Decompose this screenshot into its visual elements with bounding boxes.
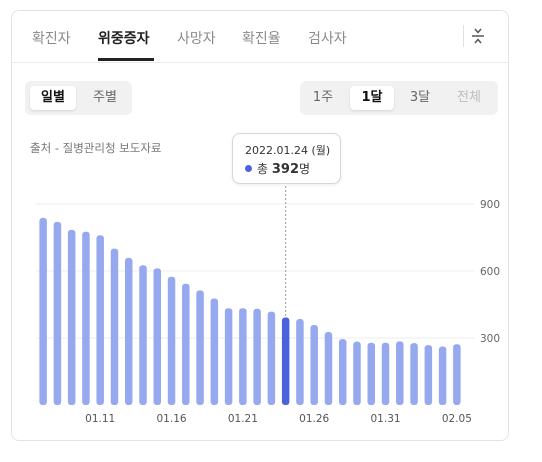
y-tick-label: 900 [480,199,500,211]
bar-01.22[interactable] [253,308,261,405]
bar-02.04[interactable] [438,346,447,405]
bar-01.09[interactable] [67,229,76,405]
category-tabs: 확진자 위중증자 사망자 확진율 검사자 [12,11,508,63]
tab-positivity-rate[interactable]: 확진율 [242,31,281,47]
bar-01.07[interactable] [39,217,47,405]
tooltip-unit: 명 [299,162,311,176]
bar-02.05[interactable] [453,344,461,405]
tab-tests[interactable]: 검사자 [308,31,347,47]
range-3month-button[interactable]: 3달 [409,90,431,105]
tab-critical[interactable]: 위중증자 [98,31,150,47]
chart-tooltip: 2022.01.24 (월) 총 392명 [232,133,341,184]
bar-01.21[interactable] [239,308,247,405]
range-1week-button[interactable]: 1주 [312,90,334,105]
bar-02.03[interactable] [424,345,433,405]
bar-01.18[interactable] [196,290,204,405]
bar-01.12[interactable] [110,248,119,405]
bar-01.15[interactable] [153,268,162,405]
y-tick-label: 600 [480,266,500,278]
x-tick-label: 01.21 [228,413,258,425]
range-1month-button[interactable]: 1달 [350,86,394,110]
daily-button[interactable]: 일별 [30,86,76,110]
bar-01.28[interactable] [338,339,347,405]
bar-01.16[interactable] [167,276,176,405]
bar-01.11[interactable] [96,235,104,405]
tabs-divider [463,25,464,47]
bar-01.20[interactable] [224,308,233,405]
y-tick-label: 300 [480,333,500,345]
bar-01.19[interactable] [210,298,219,405]
bar-01.25[interactable] [296,319,304,405]
tooltip-total-label: 총 [257,162,269,176]
tooltip-value: 총 392명 [257,160,310,177]
bar-01.13[interactable] [124,257,133,405]
x-tick-label: 01.11 [85,413,115,425]
bar-01.29[interactable] [353,341,361,405]
x-tick-label: 01.16 [157,413,187,425]
bar-01.17[interactable] [182,283,190,405]
bar-01.26[interactable] [310,325,318,405]
chart-card: 확진자 위중증자 사망자 확진율 검사자 일별 주별 1주 1달 3달 전체 출… [11,10,509,441]
bar-01.30[interactable] [367,342,376,405]
weekly-button[interactable]: 주별 [93,90,117,105]
tab-confirmed[interactable]: 확진자 [32,31,71,47]
x-tick-label: 01.26 [299,413,329,425]
bar-01.23[interactable] [267,311,276,405]
tooltip-date: 2022.01.24 (월) [245,144,331,157]
period-toggle: 일별 주별 [25,81,132,115]
x-tick-label: 02.05 [442,413,472,425]
source-label: 출처 - 질병관리청 보도자료 [30,141,162,155]
active-tab-indicator [98,58,154,61]
tooltip-number: 392 [271,162,300,177]
bar-02.01[interactable] [396,341,404,405]
tab-deaths[interactable]: 사망자 [177,31,216,47]
expand-collapse-icon[interactable] [467,25,489,47]
bar-01.31[interactable] [381,342,390,405]
bar-01.08[interactable] [53,221,62,405]
range-toggle: 1주 1달 3달 전체 [300,81,498,115]
bar-01.27[interactable] [324,331,333,405]
range-all-button[interactable]: 전체 [457,90,481,105]
bar-01.24[interactable] [281,317,290,405]
x-tick-label: 01.31 [371,413,401,425]
bar-01.14[interactable] [139,265,147,405]
tooltip-series-dot [245,165,252,172]
bar-01.10[interactable] [82,231,90,405]
bar-02.02[interactable] [410,343,418,405]
bar-chart: 300 600 900 01.11 01.16 01.21 01.26 01.31 02.05 [36,174,500,425]
